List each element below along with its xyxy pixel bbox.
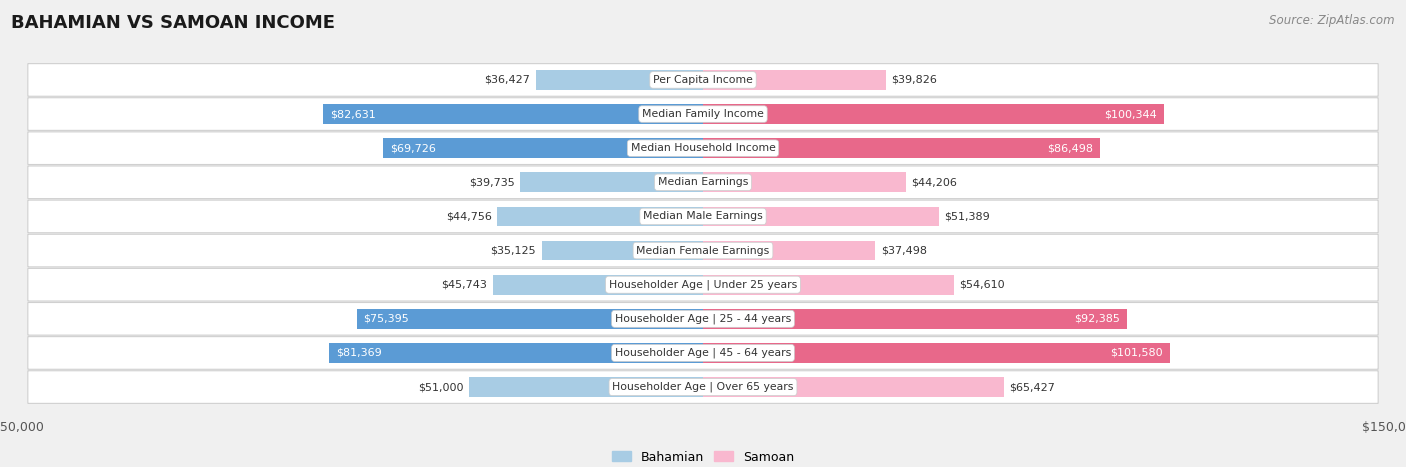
Bar bbox=[703, 138, 1101, 158]
Bar bbox=[703, 104, 1164, 124]
Text: $65,427: $65,427 bbox=[1010, 382, 1054, 392]
FancyBboxPatch shape bbox=[28, 64, 1378, 96]
Text: $45,743: $45,743 bbox=[441, 280, 488, 290]
Text: $51,389: $51,389 bbox=[945, 212, 990, 221]
Text: Median Male Earnings: Median Male Earnings bbox=[643, 212, 763, 221]
FancyBboxPatch shape bbox=[28, 166, 1378, 198]
Text: $86,498: $86,498 bbox=[1047, 143, 1094, 153]
Text: Median Household Income: Median Household Income bbox=[630, 143, 776, 153]
Text: $39,826: $39,826 bbox=[891, 75, 938, 85]
Text: $54,610: $54,610 bbox=[959, 280, 1005, 290]
Text: Median Family Income: Median Family Income bbox=[643, 109, 763, 119]
Text: Median Earnings: Median Earnings bbox=[658, 177, 748, 187]
Bar bbox=[329, 343, 703, 363]
Bar bbox=[703, 241, 875, 261]
Text: $39,735: $39,735 bbox=[470, 177, 515, 187]
Bar bbox=[703, 343, 1170, 363]
Bar bbox=[468, 377, 703, 397]
Text: Median Female Earnings: Median Female Earnings bbox=[637, 246, 769, 255]
Text: $82,631: $82,631 bbox=[330, 109, 377, 119]
Text: $75,395: $75,395 bbox=[364, 314, 409, 324]
FancyBboxPatch shape bbox=[28, 132, 1378, 164]
FancyBboxPatch shape bbox=[28, 200, 1378, 233]
Text: Householder Age | 25 - 44 years: Householder Age | 25 - 44 years bbox=[614, 313, 792, 324]
Text: Householder Age | 45 - 64 years: Householder Age | 45 - 64 years bbox=[614, 348, 792, 358]
Text: $92,385: $92,385 bbox=[1074, 314, 1121, 324]
Bar bbox=[703, 309, 1128, 329]
Bar bbox=[494, 275, 703, 295]
FancyBboxPatch shape bbox=[28, 234, 1378, 267]
Text: $37,498: $37,498 bbox=[880, 246, 927, 255]
FancyBboxPatch shape bbox=[28, 371, 1378, 403]
Bar bbox=[703, 206, 939, 226]
Bar bbox=[323, 104, 703, 124]
Text: BAHAMIAN VS SAMOAN INCOME: BAHAMIAN VS SAMOAN INCOME bbox=[11, 14, 335, 32]
Bar bbox=[703, 172, 905, 192]
Text: $100,344: $100,344 bbox=[1104, 109, 1157, 119]
Text: $35,125: $35,125 bbox=[491, 246, 536, 255]
Text: $36,427: $36,427 bbox=[484, 75, 530, 85]
FancyBboxPatch shape bbox=[28, 337, 1378, 369]
Bar bbox=[703, 377, 1004, 397]
FancyBboxPatch shape bbox=[28, 269, 1378, 301]
Bar bbox=[541, 241, 703, 261]
Legend: Bahamian, Samoan: Bahamian, Samoan bbox=[607, 446, 799, 467]
Bar bbox=[382, 138, 703, 158]
FancyBboxPatch shape bbox=[28, 303, 1378, 335]
Text: $51,000: $51,000 bbox=[418, 382, 463, 392]
Bar bbox=[498, 206, 703, 226]
Text: $44,756: $44,756 bbox=[446, 212, 492, 221]
Bar bbox=[703, 70, 886, 90]
Bar bbox=[703, 275, 953, 295]
Text: $81,369: $81,369 bbox=[336, 348, 382, 358]
Text: Source: ZipAtlas.com: Source: ZipAtlas.com bbox=[1270, 14, 1395, 27]
Text: $44,206: $44,206 bbox=[911, 177, 957, 187]
Text: Householder Age | Under 25 years: Householder Age | Under 25 years bbox=[609, 279, 797, 290]
Bar bbox=[536, 70, 703, 90]
Text: $101,580: $101,580 bbox=[1109, 348, 1163, 358]
Text: Per Capita Income: Per Capita Income bbox=[652, 75, 754, 85]
FancyBboxPatch shape bbox=[28, 98, 1378, 130]
Text: Householder Age | Over 65 years: Householder Age | Over 65 years bbox=[612, 382, 794, 392]
Bar bbox=[520, 172, 703, 192]
Bar bbox=[357, 309, 703, 329]
Text: $69,726: $69,726 bbox=[389, 143, 436, 153]
